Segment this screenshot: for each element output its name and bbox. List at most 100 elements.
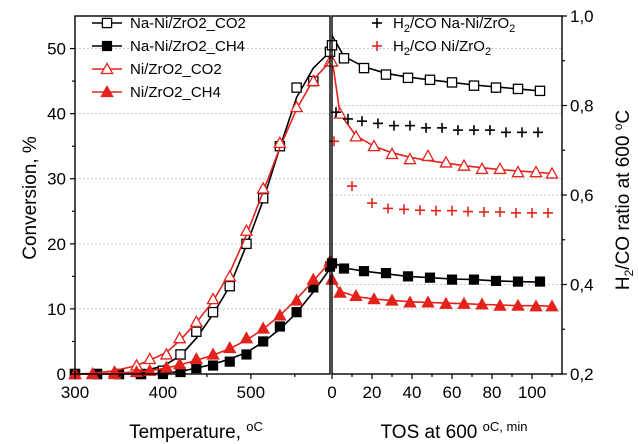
data-point: [453, 125, 463, 136]
y2-tick-label: 0,8: [570, 97, 594, 116]
data-point: [545, 166, 559, 179]
data-point: [367, 198, 377, 209]
data-point: [241, 349, 252, 360]
data-point: [372, 41, 382, 51]
data-point: [512, 276, 524, 287]
x-tick-label: 20: [363, 383, 382, 402]
right-x-axis-label: TOS at 600 oC, min: [381, 419, 528, 443]
data-point: [490, 82, 502, 93]
data-point: [372, 18, 382, 28]
data-point: [224, 280, 236, 292]
data-point: [343, 113, 353, 124]
data-point: [333, 106, 347, 119]
x-tick-label: 400: [149, 383, 177, 402]
data-point: [239, 223, 254, 236]
data-point: [207, 306, 219, 318]
legend-label: H2/CO Na-Ni/ZrO2: [393, 15, 515, 35]
data-point: [468, 80, 480, 91]
data-point: [495, 207, 505, 218]
data-point: [367, 292, 381, 305]
data-point: [479, 207, 489, 218]
data-point: [431, 205, 441, 216]
data-point: [189, 314, 204, 328]
data-point: [468, 274, 480, 285]
y2-tick-label: 0,4: [570, 276, 594, 295]
data-point: [421, 149, 435, 162]
data-point: [545, 299, 559, 312]
data-point: [189, 352, 204, 365]
data-point: [306, 272, 320, 285]
data-point: [172, 357, 187, 370]
data-point: [457, 296, 471, 309]
legend-entry: H2/CO Na-Ni/ZrO2: [372, 15, 515, 35]
legend-entry: Ni/ZrO2_CH4: [92, 84, 221, 101]
legend-entry: Na-Ni/ZrO2_CO2: [92, 15, 246, 32]
y-tick-label: 0: [57, 365, 66, 384]
data-point: [527, 207, 537, 218]
data-point: [421, 122, 431, 133]
series-line: [74, 61, 331, 375]
data-point: [447, 205, 457, 216]
data-point: [475, 162, 489, 175]
data-point: [469, 125, 479, 136]
right-series-5: [329, 136, 553, 218]
data-point: [405, 120, 415, 131]
left-plot-frame: [74, 15, 331, 375]
data-point: [159, 347, 174, 360]
data-point: [289, 293, 304, 306]
data-point: [291, 82, 302, 93]
y-tick-label: 10: [47, 300, 66, 319]
legend-entry: Ni/ZrO2_CO2: [92, 61, 222, 78]
data-point: [367, 139, 381, 152]
right-y-axis-label: H2/CO ratio at 600 oC: [611, 110, 636, 290]
data-point: [402, 72, 414, 84]
data-point: [349, 288, 363, 302]
data-point: [534, 85, 546, 97]
data-point: [224, 356, 235, 367]
data-point: [439, 296, 453, 309]
data-point: [475, 297, 489, 310]
data-point: [172, 331, 187, 344]
data-point: [223, 341, 237, 354]
data-point: [517, 127, 527, 138]
data-point: [273, 135, 287, 149]
y-tick-label: 20: [47, 235, 66, 254]
data-point: [543, 207, 553, 218]
data-point: [424, 272, 436, 283]
data-point: [358, 266, 370, 277]
data-point: [403, 152, 417, 165]
data-point: [258, 336, 269, 347]
data-point: [437, 122, 447, 133]
data-point: [338, 53, 350, 64]
data-point: [529, 165, 543, 178]
x-tick-label: 500: [237, 383, 265, 402]
legend-entry: Na-Ni/ZrO2_CH4: [92, 38, 245, 55]
data-point: [100, 85, 114, 98]
data-point: [239, 331, 254, 344]
data-point: [446, 77, 458, 88]
right-series-4: [331, 107, 543, 138]
data-point: [501, 127, 511, 138]
data-point: [256, 321, 270, 334]
data-point: [206, 292, 220, 305]
data-point: [446, 274, 458, 285]
data-point: [223, 269, 237, 282]
data-point: [457, 158, 471, 171]
x-tick-label: 60: [443, 383, 462, 402]
data-point: [380, 268, 392, 279]
data-point: [512, 83, 524, 95]
data-point: [206, 347, 220, 360]
left-series-1: [69, 261, 336, 380]
axes-layer: 0 10 20 30 40 50 300 400 500 0 20 40 60 80 100 0,2 0,4 0,…: [47, 7, 594, 402]
right-series-1: [326, 258, 546, 287]
data-point: [274, 321, 285, 332]
data-point: [289, 100, 304, 113]
data-point: [511, 298, 525, 311]
data-point: [511, 165, 525, 178]
data-point: [207, 360, 219, 371]
series-layer: [68, 35, 559, 380]
data-point: [256, 181, 270, 194]
legend-label: Na-Ni/ZrO2_CH4: [130, 38, 245, 55]
y2-tick-label: 0,6: [570, 186, 594, 205]
